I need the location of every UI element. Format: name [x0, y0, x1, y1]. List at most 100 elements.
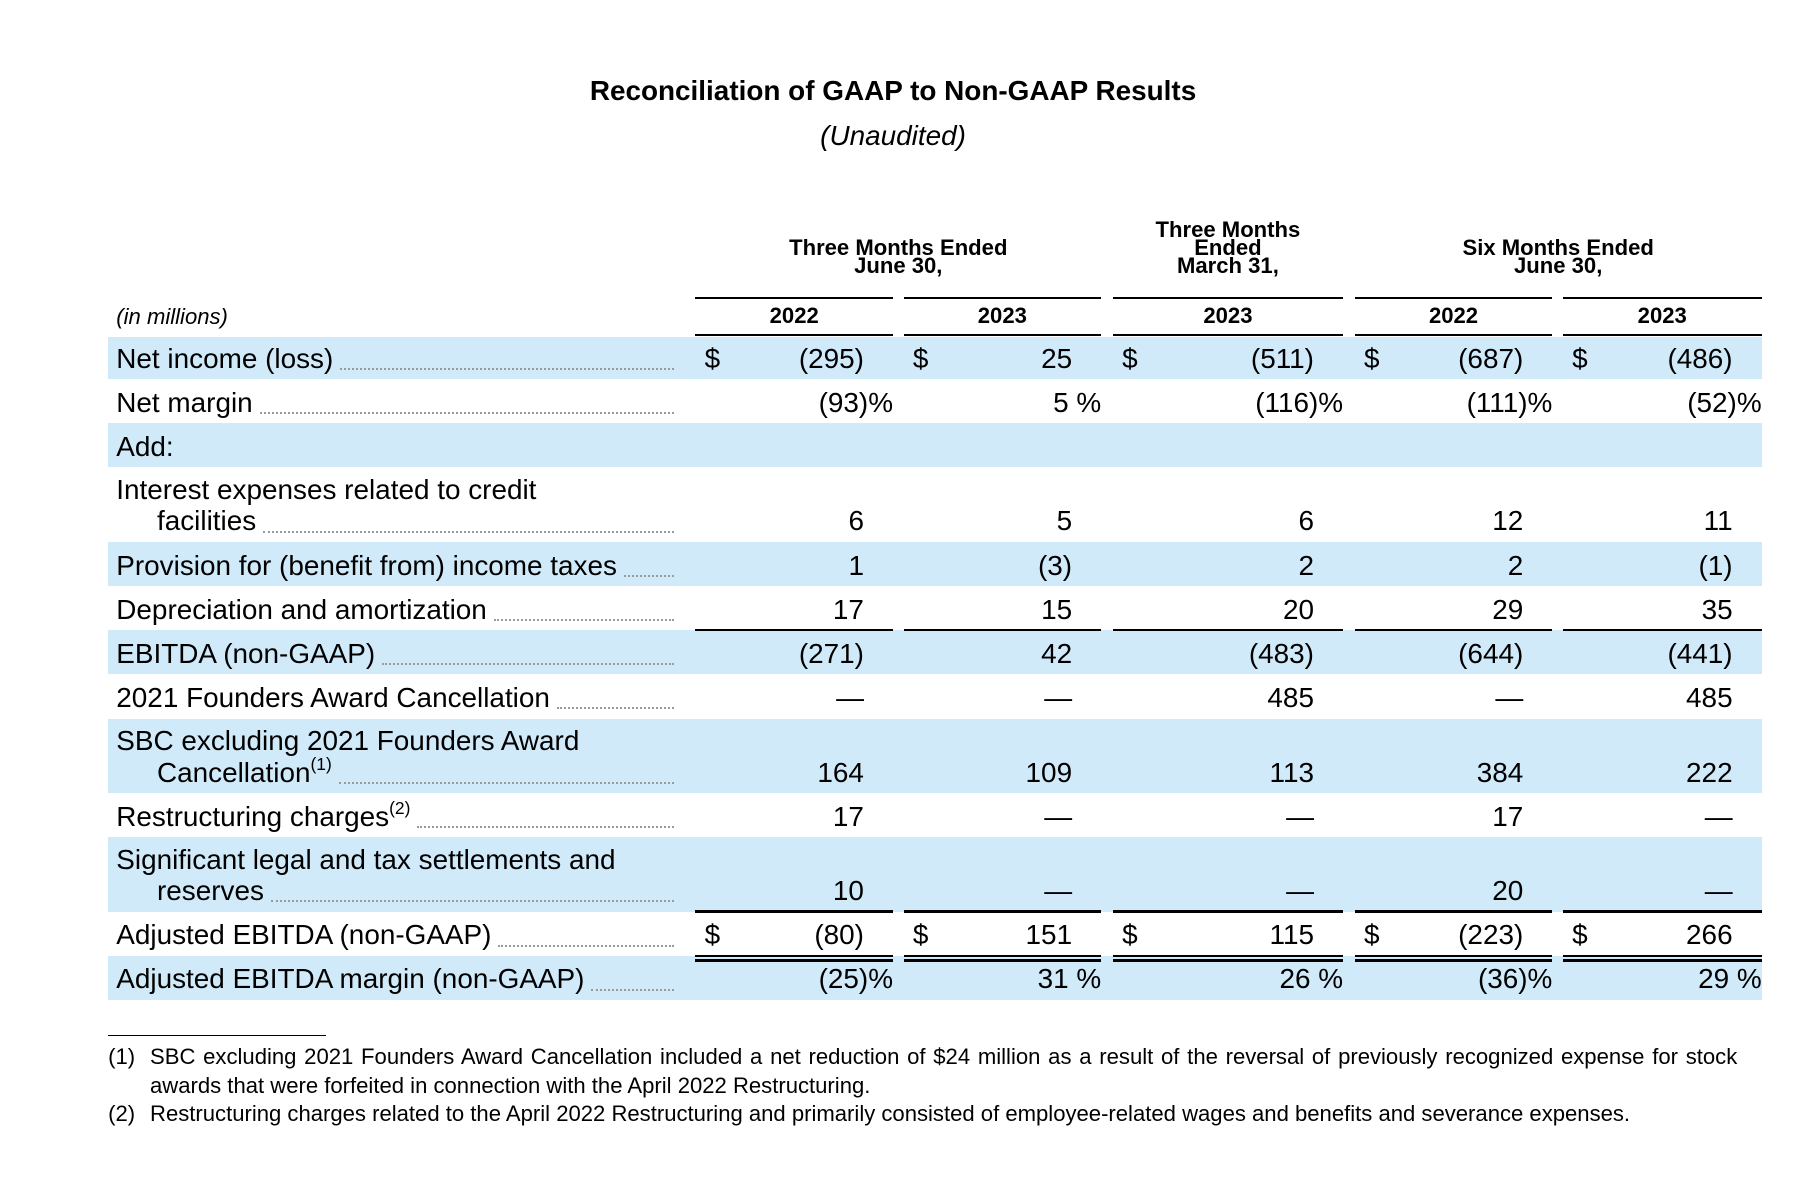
cell-value: 20 [1282, 593, 1314, 625]
cell-value: (93)% [818, 386, 894, 418]
currency: $ [1572, 919, 1588, 951]
row-label: Add: [116, 430, 174, 462]
cell-value: (1) [1698, 549, 1733, 581]
cell-value: 20 [1492, 875, 1524, 907]
rule [1112, 959, 1344, 962]
column-year: 2023 [1637, 302, 1687, 328]
footnote-ref: (2) [389, 798, 411, 818]
rule [695, 910, 894, 913]
column-group-label: Three Months Ended [789, 235, 1008, 261]
cell-value: (441) [1667, 637, 1733, 669]
row-label-line: Net income (loss) [116, 340, 675, 377]
column-group-label: June 30, [1513, 253, 1603, 279]
currency: $ [1363, 342, 1380, 374]
leader-dots [591, 988, 675, 991]
row-label-line: Depreciation and amortization [116, 591, 675, 628]
column-year: 2023 [1203, 302, 1253, 328]
header-rule [695, 296, 894, 299]
row-label-line: SBC excluding 2021 Founders Award [116, 722, 674, 759]
column-group-label: June 30, [854, 253, 943, 279]
leader-dots [623, 574, 675, 577]
cell-value: 5 [1056, 505, 1073, 537]
rule [903, 910, 1102, 913]
cell-value: 485 [1686, 682, 1733, 714]
row-label: facilities [156, 505, 257, 537]
footnote-ref: (1) [310, 753, 332, 774]
title: Reconciliation of GAAP to Non-GAAP Resul… [589, 75, 1197, 107]
cell-value: 17 [832, 800, 864, 832]
cell-value: — [1044, 875, 1073, 907]
rule [903, 959, 1102, 962]
header-rule [1562, 296, 1762, 299]
row-label-line: Adjusted EBITDA margin (non-GAAP) [116, 960, 675, 997]
header-rule [695, 333, 894, 337]
leader-dots [263, 530, 675, 533]
rule [1112, 910, 1344, 913]
rule [903, 954, 1102, 957]
currency: $ [912, 919, 929, 951]
cell-value: 17 [1492, 800, 1524, 832]
currency: $ [704, 919, 721, 951]
cell-value: (116)% [1255, 386, 1344, 418]
column-group-label: March 31, [1176, 253, 1279, 279]
cell-value: (295) [798, 342, 864, 374]
row-shade [108, 718, 1762, 794]
row-label-line: Add: [116, 428, 674, 465]
row-label: Interest expenses related to credit [116, 473, 537, 505]
cell-value: 2 [1507, 549, 1524, 581]
rule [1562, 629, 1762, 632]
row-label: Adjusted EBITDA margin (non-GAAP) [116, 963, 585, 995]
cell-value: 15 [1041, 593, 1073, 625]
cell-value: 31 % [1037, 963, 1102, 995]
rule [903, 629, 1102, 632]
row-label: Net margin [116, 386, 253, 418]
cell-value: 5 % [1053, 386, 1102, 418]
column-year: 2023 [977, 302, 1027, 328]
cell-value: 151 [1025, 919, 1073, 951]
cell-value: 29 [1492, 593, 1524, 625]
row-label: Depreciation and amortization [116, 593, 487, 625]
row-shade [108, 337, 1762, 380]
leader-dots [270, 900, 675, 903]
cell-value: — [1044, 800, 1073, 832]
footnote-marker: (2) [108, 1101, 136, 1127]
cell-value: — [836, 682, 864, 714]
leader-dots [382, 663, 675, 666]
cell-value: (36)% [1477, 963, 1553, 995]
leader-dots [556, 707, 675, 710]
rule [1354, 910, 1553, 913]
row-label-line: Interest expenses related to credit [116, 471, 674, 508]
leader-dots [340, 367, 675, 370]
rule [1112, 954, 1344, 957]
cell-value: 26 % [1279, 963, 1344, 995]
row-label-line: Restructuring charges (2) [116, 798, 675, 835]
row-label: 2021 Founders Award Cancellation [116, 682, 550, 714]
rule [695, 954, 894, 957]
cell-value: (3) [1038, 549, 1073, 581]
currency: $ [1122, 919, 1138, 951]
row-label: Restructuring charges [116, 800, 390, 832]
row-label-line: reserves [157, 872, 675, 909]
cell-value: 12 [1492, 505, 1524, 537]
row-label-line: Significant legal and tax settlements an… [116, 841, 674, 878]
cell-value: 222 [1686, 756, 1733, 788]
cell-value: 384 [1476, 756, 1524, 788]
column-group-label: Ended [1194, 235, 1262, 261]
row-label-line: Adjusted EBITDA (non-GAAP) [116, 916, 675, 953]
unit-label: (in millions) [116, 304, 228, 330]
header-rule [1354, 333, 1553, 337]
row-label: Adjusted EBITDA (non-GAAP) [116, 919, 492, 951]
currency: $ [704, 342, 721, 374]
column-year: 2022 [1428, 302, 1479, 328]
cell-value: 17 [832, 593, 864, 625]
row-label-line: facilities [156, 502, 675, 539]
rule [1354, 959, 1553, 962]
leader-dots [498, 944, 675, 947]
header-rule [903, 296, 1102, 299]
cell-value: (25)% [818, 963, 894, 995]
row-shade [108, 837, 1762, 912]
leader-dots [338, 781, 675, 784]
cell-value: 25 [1041, 342, 1073, 374]
row-shade [108, 423, 1762, 468]
rule [695, 629, 894, 632]
